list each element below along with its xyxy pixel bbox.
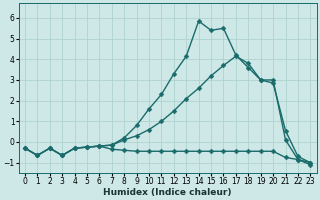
X-axis label: Humidex (Indice chaleur): Humidex (Indice chaleur): [103, 188, 232, 197]
